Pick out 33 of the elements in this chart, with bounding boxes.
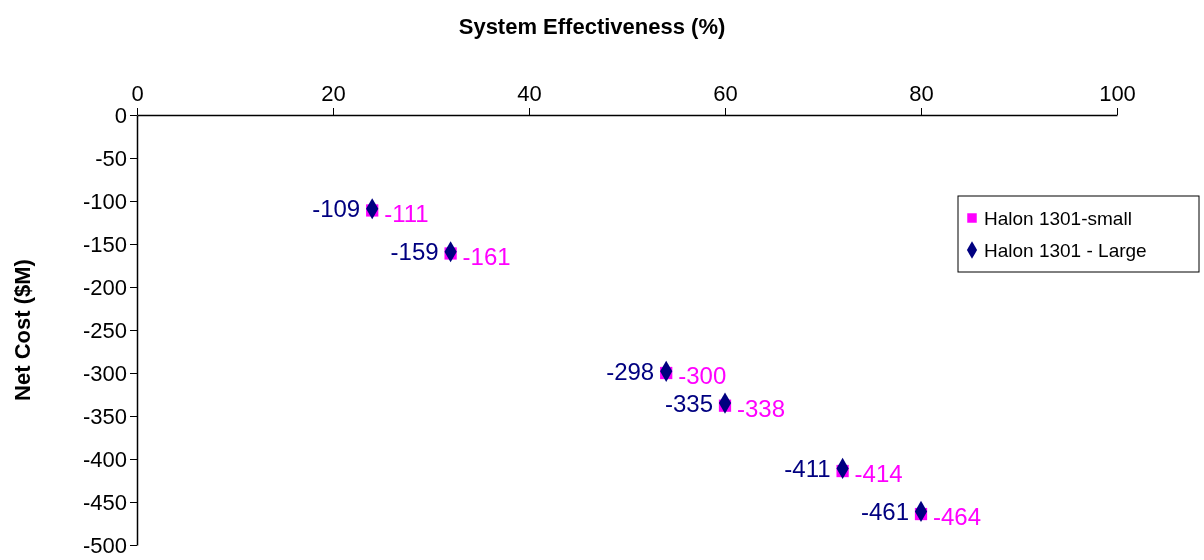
y-tick-label: -350	[82, 403, 127, 429]
y-tick-label: -100	[82, 188, 127, 214]
data-label: -411	[784, 454, 831, 482]
y-axis-title: Net Cost ($M)	[10, 259, 35, 401]
legend-label: Halon 1301-small	[984, 207, 1132, 229]
x-tick-label: 0	[131, 81, 144, 106]
y-tick-label: -400	[82, 446, 127, 472]
y-tick-label: -450	[82, 489, 127, 515]
data-label: -461	[860, 497, 909, 525]
x-tick-label: 80	[909, 81, 934, 106]
x-tick-label: 20	[321, 81, 346, 106]
y-tick-label: -200	[82, 274, 127, 300]
legend-label: Halon 1301 - Large	[984, 239, 1147, 261]
y-tick-label: -300	[82, 360, 127, 386]
data-label: -111	[384, 199, 429, 227]
data-label: -159	[390, 238, 439, 266]
x-tick-label: 60	[713, 81, 738, 106]
y-tick-label: -500	[82, 532, 127, 558]
data-label: -335	[664, 389, 713, 417]
data-label: -414	[854, 460, 903, 488]
x-tick-label: 40	[517, 81, 542, 106]
x-tick-label: 100	[1099, 81, 1136, 106]
data-label: -298	[606, 357, 655, 385]
y-tick-label: 0	[114, 102, 127, 128]
y-tick-label: -50	[95, 145, 127, 171]
x-axis-title: System Effectiveness (%)	[458, 14, 726, 39]
data-label: -464	[933, 503, 982, 531]
y-tick-label: -250	[82, 317, 127, 343]
data-label: -338	[737, 395, 786, 423]
data-label: -109	[312, 195, 361, 223]
data-label: -300	[678, 362, 727, 390]
y-tick-label: -150	[82, 231, 127, 257]
data-label: -161	[462, 242, 511, 270]
